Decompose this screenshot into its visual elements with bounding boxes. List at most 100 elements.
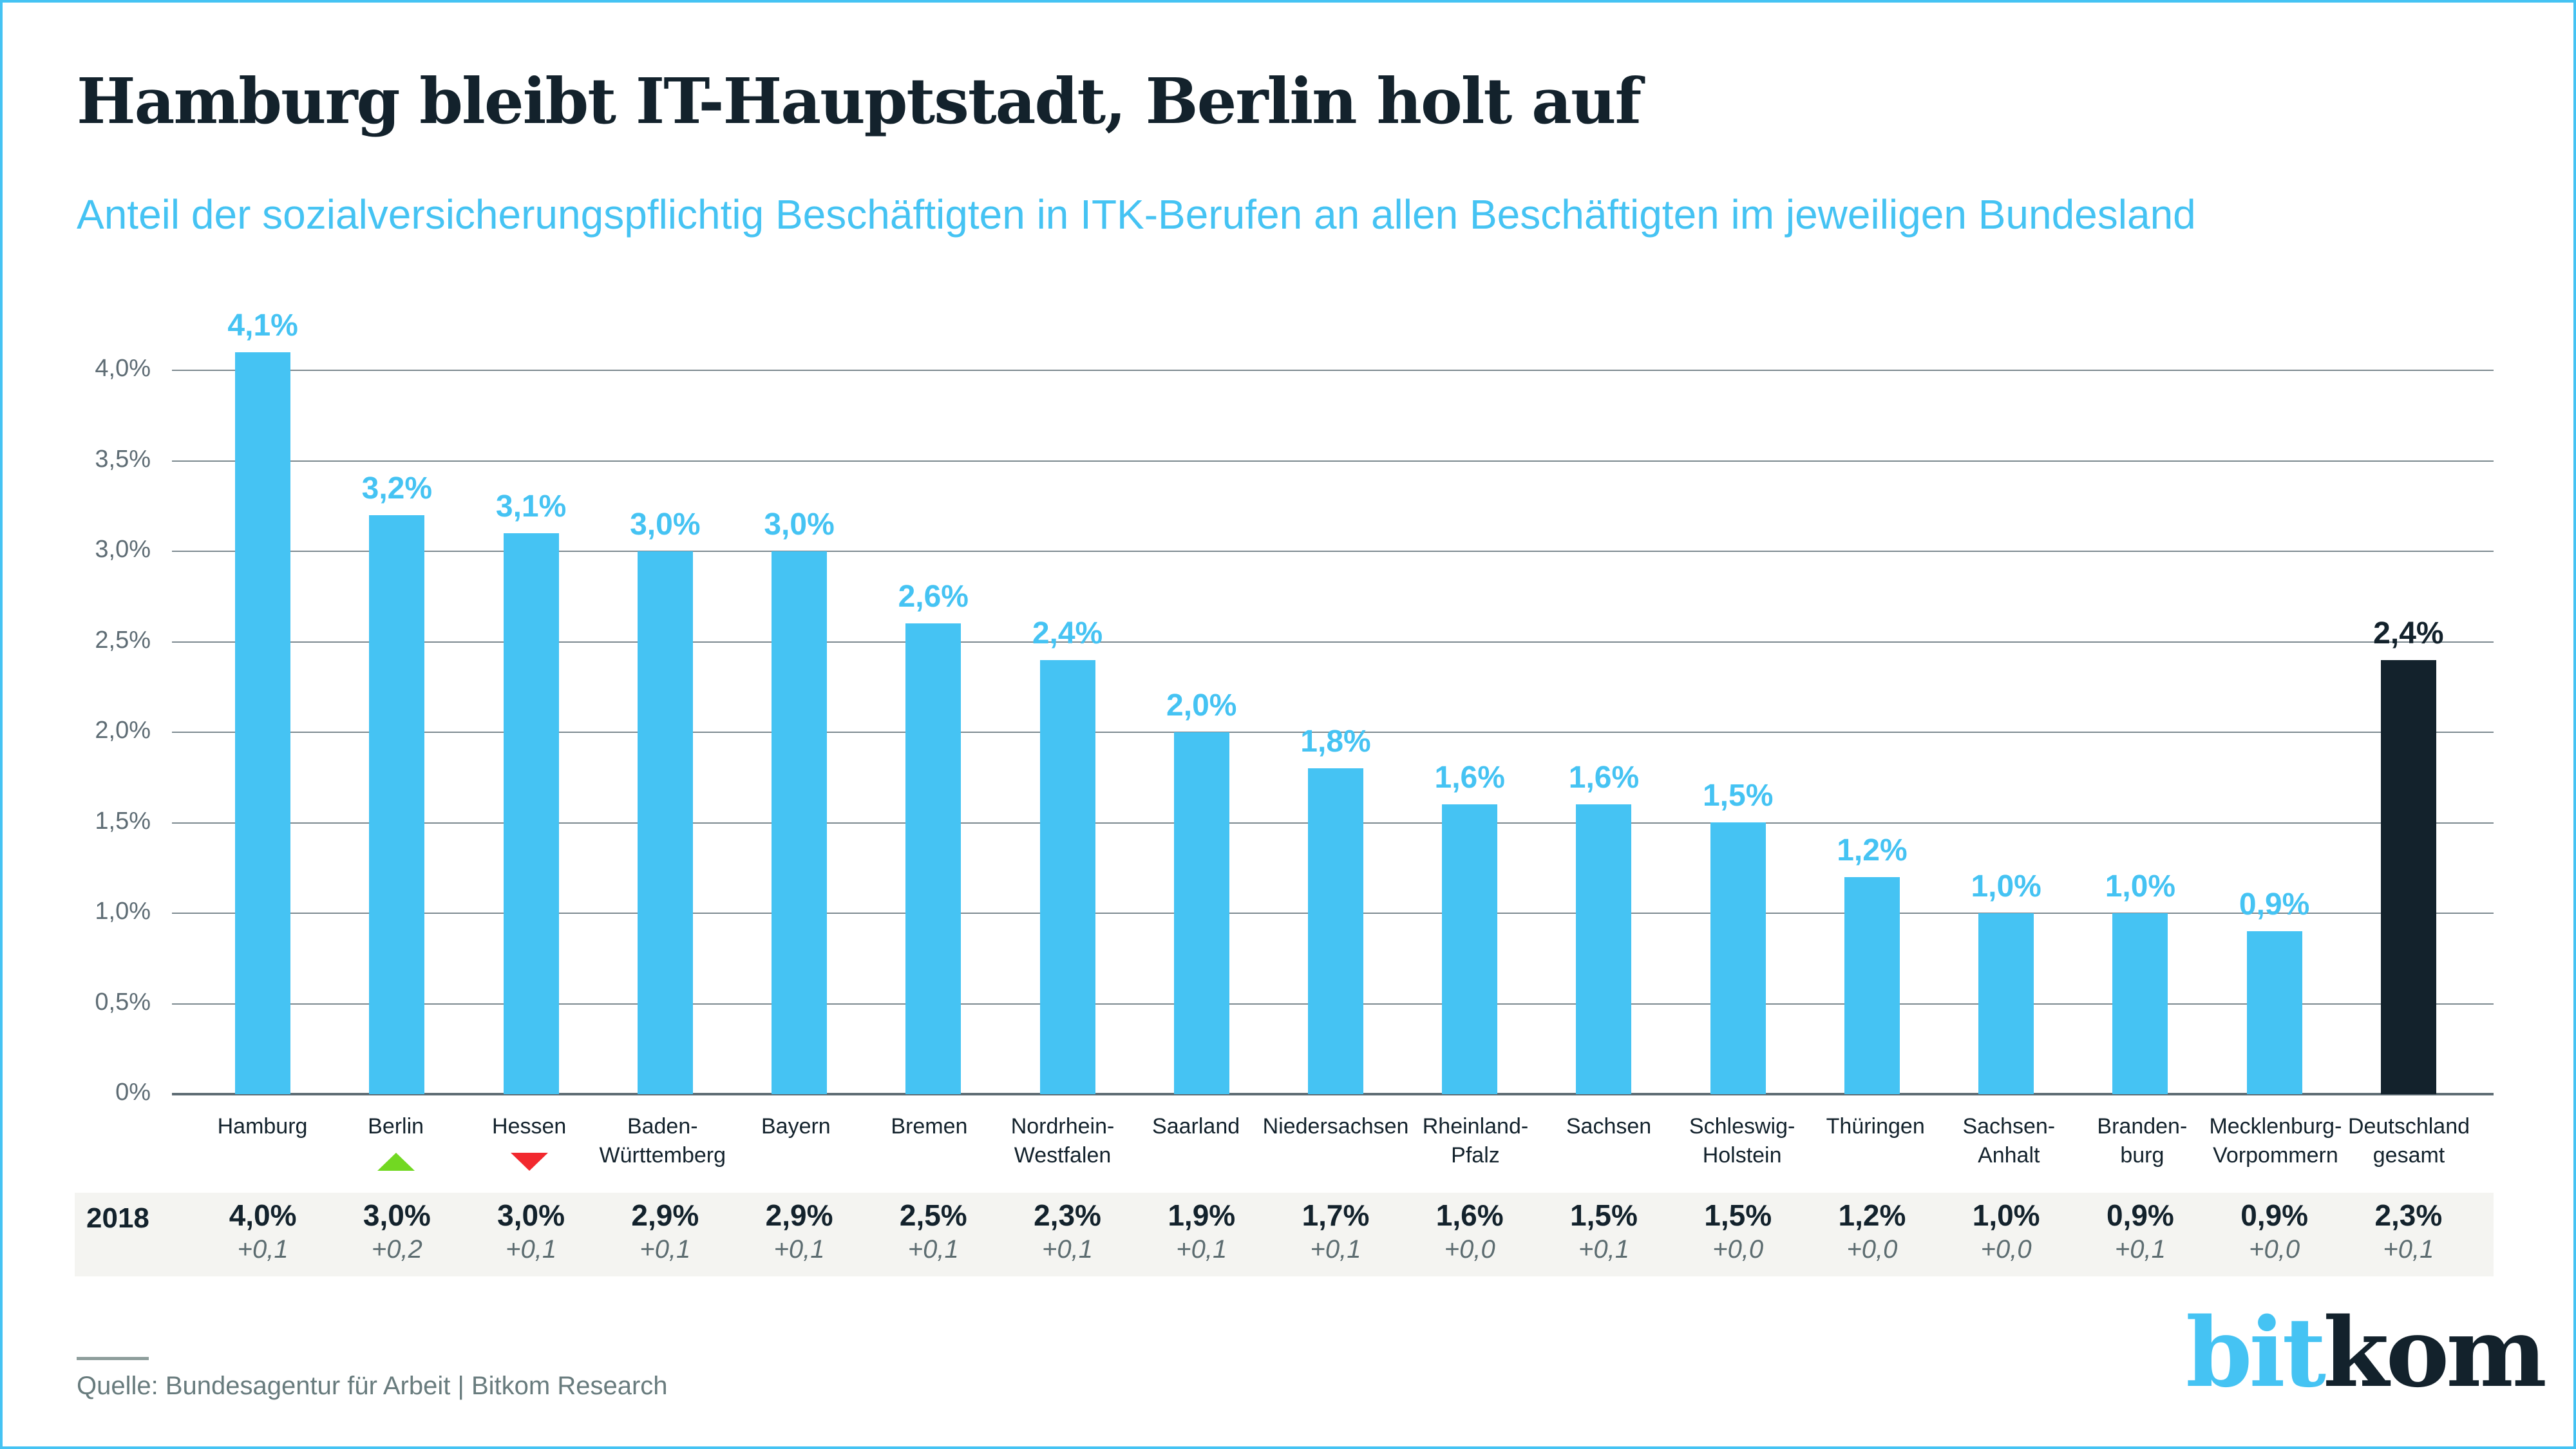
bar-sachsen-anhalt	[1978, 913, 2034, 1094]
prev-delta-hamburg: +0,1	[237, 1235, 289, 1264]
prev-value-berlin: 3,0%	[363, 1198, 431, 1232]
bar-column-bayern: 3,0%	[732, 507, 866, 1094]
prev-column-thuringen: 1,2% +0,0	[1805, 1198, 1939, 1264]
prev-column-baden-wurttemberg: 2,9% +0,1	[598, 1198, 732, 1264]
bar-bremen	[905, 623, 961, 1094]
x-column-mecklenburg-vorpommern: Mecklenburg- Vorpommern	[2209, 1112, 2342, 1170]
bar-value-label-schleswig-holstein: 1,5%	[1702, 779, 1774, 813]
prev-column-berlin: 3,0% +0,2	[330, 1198, 464, 1264]
prev-delta-thuringen: +0,0	[1846, 1235, 1898, 1264]
bar-column-hessen: 3,1%	[464, 489, 598, 1094]
prev-column-niedersachsen: 1,7% +0,1	[1269, 1198, 1403, 1264]
prev-column-bayern: 2,9% +0,1	[732, 1198, 866, 1264]
prev-value-thuringen: 1,2%	[1838, 1198, 1906, 1232]
prev-column-rheinland-pfalz: 1,6% +0,0	[1403, 1198, 1537, 1264]
bar-brandenburg	[2112, 913, 2168, 1094]
y-tick-label-4: 4,0%	[95, 355, 151, 382]
prev-delta-schleswig-holstein: +0,0	[1712, 1235, 1764, 1264]
prev-delta-brandenburg: +0,1	[2114, 1235, 2166, 1264]
bitkom-logo: bitkom	[2186, 1305, 2547, 1400]
x-label-baden-wurttemberg: Baden- Württemberg	[600, 1112, 726, 1170]
bar-saarland	[1173, 732, 1229, 1094]
gridline-3-5	[172, 460, 2494, 462]
x-label-line: Holstein	[1702, 1142, 1782, 1168]
y-tick-label-2: 2,0%	[95, 717, 151, 744]
gridline-4	[172, 370, 2494, 371]
x-column-thuringen: Thüringen	[1809, 1112, 1942, 1141]
trend-down-icon	[510, 1152, 548, 1171]
bar-value-label-thuringen: 1,2%	[1837, 833, 1908, 867]
prev-delta-bremen: +0,1	[907, 1235, 959, 1264]
prev-column-brandenburg: 0,9% +0,1	[2073, 1198, 2207, 1264]
bar-value-label-brandenburg: 1,0%	[2105, 869, 2176, 904]
x-label-line: Sachsen-	[1962, 1114, 2056, 1139]
x-label-line: Bremen	[891, 1114, 968, 1139]
x-column-bayern: Bayern	[729, 1112, 862, 1141]
bar-nordrhein-westfalen	[1039, 660, 1095, 1094]
x-column-hessen: Hessen	[462, 1112, 596, 1171]
gridline-0	[172, 1093, 2494, 1095]
prev-value-niedersachsen: 1,7%	[1302, 1198, 1370, 1232]
x-label-saarland: Saarland	[1152, 1112, 1240, 1141]
x-column-niedersachsen: Niedersachsen	[1263, 1112, 1409, 1141]
bar-niedersachsen	[1307, 768, 1363, 1094]
comparison-row-band	[75, 1193, 2494, 1276]
prev-value-schleswig-holstein: 1,5%	[1704, 1198, 1772, 1232]
x-label-line: Baden-	[627, 1114, 698, 1139]
x-label-deutschland-gesamt: Deutschland gesamt	[2348, 1112, 2470, 1170]
x-label-hamburg: Hamburg	[218, 1112, 308, 1141]
x-label-sachsen-anhalt: Sachsen- Anhalt	[1962, 1112, 2055, 1170]
prev-column-bremen: 2,5% +0,1	[866, 1198, 1000, 1264]
prev-column-nordrhein-westfalen: 2,3% +0,1	[1000, 1198, 1134, 1264]
source-text: Quelle: Bundesagentur für Arbeit | Bitko…	[77, 1372, 668, 1400]
x-label-schleswig-holstein: Schleswig- Holstein	[1689, 1112, 1795, 1170]
bar-schleswig-holstein	[1710, 822, 1766, 1094]
bar-column-nordrhein-westfalen: 2,4%	[1000, 616, 1134, 1094]
bar-column-schleswig-holstein: 1,5%	[1671, 778, 1805, 1094]
x-label-line: Branden-	[2097, 1114, 2188, 1139]
x-label-niedersachsen: Niedersachsen	[1263, 1112, 1409, 1141]
y-tick-label-3-5: 3,5%	[95, 445, 151, 473]
trend-up-icon	[377, 1152, 415, 1171]
x-label-line: Anhalt	[1978, 1142, 2040, 1168]
x-column-hamburg: Hamburg	[196, 1112, 329, 1141]
bar-value-label-berlin: 3,2%	[361, 471, 433, 506]
x-label-sachsen: Sachsen	[1566, 1112, 1651, 1141]
y-tick-label-2-5: 2,5%	[95, 626, 151, 654]
prev-delta-rheinland-pfalz: +0,0	[1444, 1235, 1495, 1264]
x-label-line: Berlin	[368, 1114, 424, 1139]
prev-value-bayern: 2,9%	[765, 1198, 833, 1232]
y-tick-label-1: 1,0%	[95, 898, 151, 925]
bar-value-label-nordrhein-westfalen: 2,4%	[1032, 616, 1103, 650]
prev-value-nordrhein-westfalen: 2,3%	[1034, 1198, 1101, 1232]
x-label-line: Bayern	[761, 1114, 831, 1139]
prev-value-hamburg: 4,0%	[229, 1198, 297, 1232]
x-label-line: Saarland	[1152, 1114, 1240, 1139]
x-label-mecklenburg-vorpommern: Mecklenburg- Vorpommern	[2209, 1112, 2342, 1170]
x-label-line: Hessen	[492, 1114, 567, 1139]
prev-delta-nordrhein-westfalen: +0,1	[1042, 1235, 1093, 1264]
x-label-hessen: Hessen	[492, 1112, 566, 1141]
bar-column-brandenburg: 1,0%	[2073, 869, 2207, 1094]
bar-value-label-bayern: 3,0%	[764, 507, 835, 542]
bar-baden-wurttemberg	[637, 551, 693, 1094]
bar-column-sachsen: 1,6%	[1537, 760, 1671, 1094]
bar-berlin	[369, 515, 425, 1094]
bar-column-thuringen: 1,2%	[1805, 833, 1939, 1094]
bar-deutschland-gesamt	[2380, 660, 2436, 1094]
prev-column-hamburg: 4,0% +0,1	[196, 1198, 330, 1264]
bar-sachsen	[1576, 804, 1632, 1094]
prev-column-sachsen-anhalt: 1,0% +0,0	[1939, 1198, 2073, 1264]
prev-delta-bayern: +0,1	[773, 1235, 825, 1264]
x-label-line: Rheinland-	[1422, 1114, 1529, 1139]
bar-column-baden-wurttemberg: 3,0%	[598, 507, 732, 1094]
x-label-line: gesamt	[2372, 1142, 2445, 1168]
bar-value-label-baden-wurttemberg: 3,0%	[630, 507, 701, 542]
x-label-bremen: Bremen	[891, 1112, 967, 1141]
x-label-thuringen: Thüringen	[1826, 1112, 1925, 1141]
prev-value-sachsen-anhalt: 1,0%	[1972, 1198, 2040, 1232]
prev-delta-niedersachsen: +0,1	[1310, 1235, 1361, 1264]
x-label-line: Niedersachsen	[1262, 1114, 1409, 1139]
prev-column-mecklenburg-vorpommern: 0,9% +0,0	[2208, 1198, 2342, 1264]
x-column-berlin: Berlin	[329, 1112, 462, 1171]
